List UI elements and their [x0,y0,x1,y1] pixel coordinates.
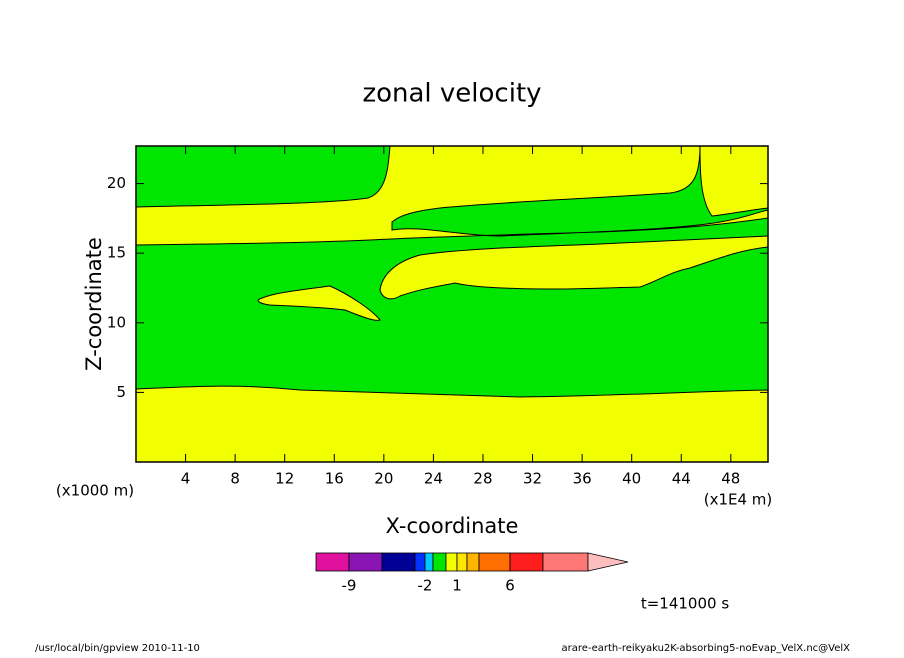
x-tick-label: 36 [573,470,592,488]
chart-title: zonal velocity [362,79,541,109]
x-unit: (x1E4 m) [704,491,773,509]
colorbar-tick-label: 1 [452,577,462,595]
colorbar-box [542,552,589,572]
x-tick-label: 12 [275,470,294,488]
colorbar-box [456,552,468,572]
time-label: t=141000 s [641,595,729,613]
footer-left: /usr/local/bin/gpview 2010-11-10 [35,643,200,654]
plot-frame [135,145,769,463]
contour-field [135,145,769,463]
y-tick-label: 5 [116,383,126,401]
y-unit: (x1000 m) [56,482,134,500]
x-tick-label: 44 [672,470,691,488]
y-tick-label: 10 [107,313,126,331]
colorbar-arrow [587,552,629,572]
y-tick-label: 15 [107,244,126,262]
colorbar-box [414,552,426,572]
y-tick-label: 20 [107,174,126,192]
x-tick-label: 24 [424,470,443,488]
colorbar-tick-label: -2 [418,577,433,595]
colorbar-box [478,552,511,572]
x-tick-label: 20 [374,470,393,488]
colorbar-box [315,552,350,572]
x-tick-label: 8 [230,470,240,488]
positive-region [257,285,381,321]
colorbar-box [348,552,383,572]
x-tick-label: 28 [473,470,492,488]
colorbar: -9 -2 1 6 [315,552,629,595]
x-tick-label: 40 [622,470,641,488]
colorbar-box [509,552,544,572]
x-tick-label: 48 [721,470,740,488]
colorbar-box [381,552,416,572]
colorbar-box [445,552,458,572]
positive-region [135,145,769,246]
positive-region [699,145,769,217]
positive-region [135,385,769,463]
colorbar-box [432,552,447,572]
positive-region [379,235,769,300]
x-tick-label: 32 [523,470,542,488]
colorbar-tick-label: -9 [342,577,357,595]
x-tick-label: 4 [181,470,191,488]
x-axis-label: X-coordinate [386,514,519,538]
x-tick-label: 16 [325,470,344,488]
colorbar-tick-label: 6 [505,577,515,595]
colorbar-box [466,552,480,572]
footer-right: arare-earth-reikyaku2K-absorbing5-noEvap… [562,643,851,654]
y-axis-label: Z-coordinate [82,237,106,371]
colorbar-box [424,552,434,572]
